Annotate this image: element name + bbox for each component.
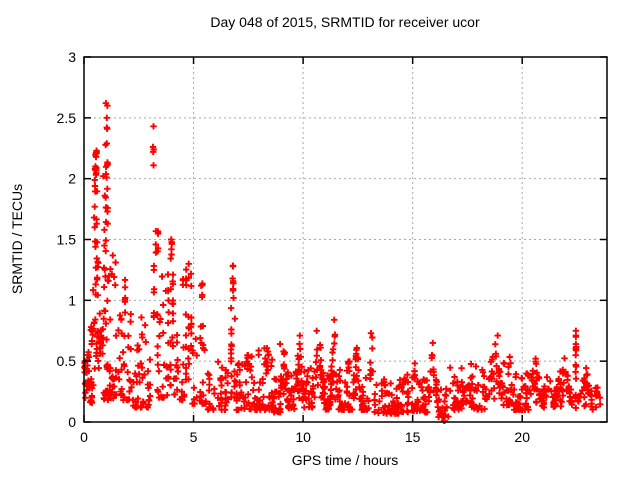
x-tick-label: 15 — [405, 429, 421, 445]
y-tick-label: 0.5 — [57, 353, 77, 369]
y-tick-label: 1 — [68, 292, 76, 308]
x-tick-label: 5 — [190, 429, 198, 445]
y-tick-label: 2.5 — [57, 110, 77, 126]
scatter-points — [81, 100, 604, 424]
x-tick-label: 10 — [295, 429, 311, 445]
y-tick-label: 3 — [68, 49, 76, 65]
y-tick-label: 0 — [68, 414, 76, 430]
chart-title: Day 048 of 2015, SRMTID for receiver uco… — [210, 14, 480, 30]
x-tick-label: 20 — [514, 429, 530, 445]
x-tick-label: 0 — [80, 429, 88, 445]
y-tick-label: 2 — [68, 171, 76, 187]
x-axis-label: GPS time / hours — [291, 452, 399, 468]
y-tick-label: 1.5 — [57, 232, 77, 248]
